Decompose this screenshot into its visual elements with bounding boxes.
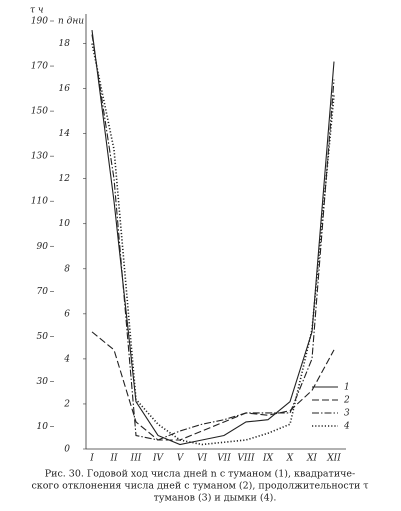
y2-tick-label: 190 (31, 17, 48, 27)
series-line (91, 43, 335, 446)
y-tick-label: 6 (64, 309, 70, 319)
y-tick-label: 8 (64, 264, 70, 274)
caption-line: Рис. 30. Годовой ход числа дней n с тума… (45, 469, 356, 480)
x-tick-label: IV (152, 454, 165, 464)
y-tick-label: 16 (59, 84, 71, 94)
x-tick-label: II (109, 454, 118, 464)
y2-tick-label: 30 (37, 377, 49, 387)
legend-label: 3 (344, 409, 350, 419)
y2-axis-label: τ ч (30, 6, 43, 16)
series-line (91, 29, 335, 446)
x-tick-label: VIII (237, 454, 255, 464)
y-tick-label: 12 (59, 174, 71, 184)
y2-tick-label: 50 (37, 332, 49, 342)
caption-line: туманов (3) и дымки (4). (154, 493, 277, 504)
legend-label: 4 (343, 422, 350, 432)
x-tick-label: IX (262, 454, 274, 464)
series-line (91, 331, 335, 441)
y-tick-label: 4 (63, 354, 70, 364)
x-tick-label: XII (326, 454, 341, 464)
y2-tick-label: 10 (37, 422, 49, 432)
caption-line: ского отклонения числа дней с туманом (2… (31, 481, 368, 492)
legend-label: 1 (344, 383, 350, 393)
y2-tick-label: 130 (31, 152, 48, 162)
x-tick-label: VII (217, 454, 231, 464)
y2-tick-label: 170 (31, 62, 48, 72)
y-tick-label: 10 (59, 219, 71, 229)
y2-tick-label: 110 (31, 197, 48, 207)
y2-tick-label: 70 (37, 287, 49, 297)
x-tick-label: III (130, 454, 142, 464)
x-tick-label: XI (306, 454, 317, 464)
legend-label: 2 (343, 396, 350, 406)
x-tick-label: I (89, 454, 94, 464)
y-tick-label: 14 (59, 129, 71, 139)
y-tick-label: 2 (63, 399, 70, 409)
x-tick-label: VI (197, 454, 207, 464)
y-axis-label: n дни (58, 17, 84, 27)
series-line (91, 34, 335, 441)
x-tick-label: V (177, 454, 185, 464)
y2-tick-label: 150 (31, 107, 48, 117)
x-tick-label: X (286, 454, 294, 464)
y2-tick-label: 90 (37, 242, 49, 252)
y-tick-label: 18 (59, 39, 71, 49)
y-tick-label: 0 (64, 445, 70, 455)
